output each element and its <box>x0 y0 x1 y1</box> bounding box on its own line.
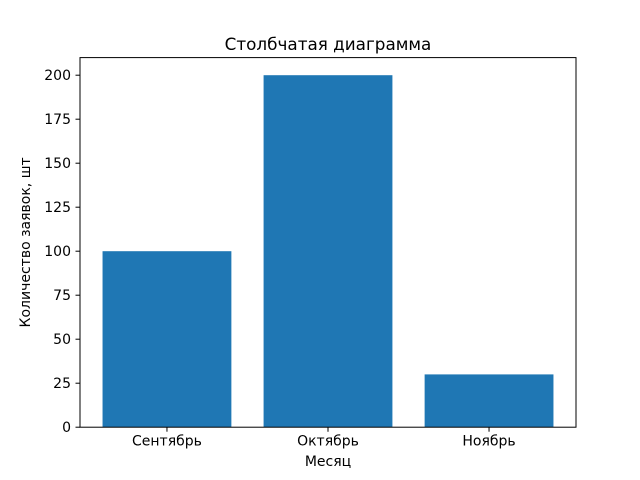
y-tick-label: 0 <box>62 420 71 436</box>
chart-title: Столбчатая диаграмма <box>225 34 432 54</box>
y-tick-label: 100 <box>44 244 71 260</box>
plot-area: 0 25 50 75 100 125 150 175 200 Сентябрь Октябрь Ноя… <box>44 57 577 450</box>
y-tick-label: 200 <box>44 68 71 84</box>
x-axis-label: Месяц <box>305 454 351 470</box>
y-axis-label: Количество заявок, шт <box>18 157 34 327</box>
x-tick-label: Октябрь <box>297 434 359 450</box>
x-tick-label: Сентябрь <box>132 434 202 450</box>
bar-Октябрь <box>263 75 393 428</box>
y-tick-label: 25 <box>53 376 71 392</box>
x-tick-label: Ноябрь <box>462 434 515 450</box>
y-tick-label: 50 <box>53 332 71 348</box>
y-tick-label: 75 <box>53 288 71 304</box>
y-tick-label: 150 <box>44 156 71 172</box>
bar-Ноябрь <box>424 374 554 428</box>
y-tick-label: 125 <box>44 200 71 216</box>
bar-Сентябрь <box>102 251 232 428</box>
y-tick-label: 175 <box>44 112 71 128</box>
